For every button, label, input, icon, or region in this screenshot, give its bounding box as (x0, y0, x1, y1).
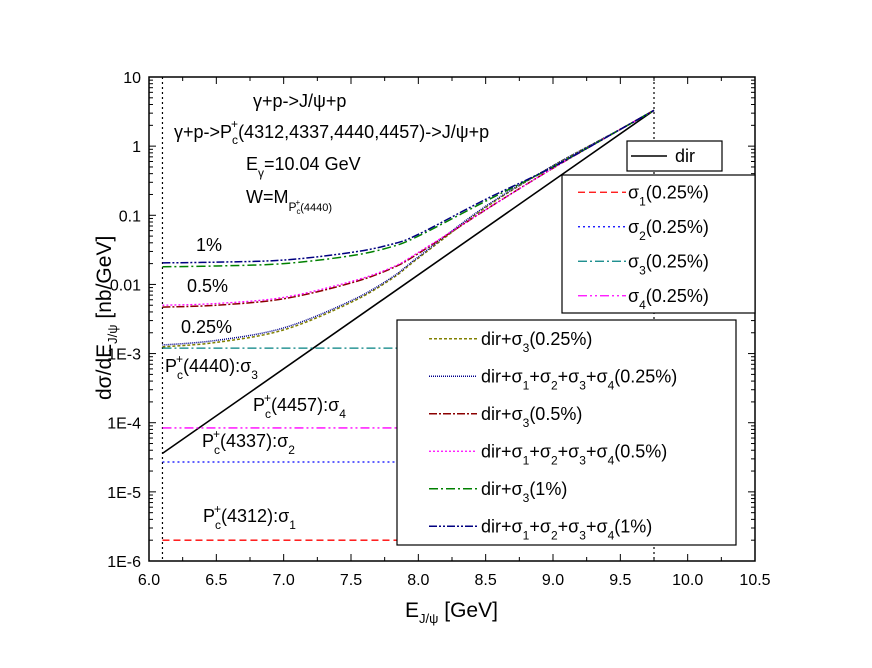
legend-sigma: σ1(0.25%) σ2(0.25%) σ3(0.25%) σ4(0.25%) (561, 174, 756, 314)
label-0.25-percent: 0.25% (181, 317, 232, 337)
legend-combined: dir+σ3(0.25%) dir+σ1+σ2+σ3+σ4(0.25%) dir+σ… (396, 319, 737, 546)
y-tick-label: 1 (132, 139, 141, 156)
tick-labels: 6.0 6.5 7.0 7.5 8.0 8.5 9.0 9.5 10.0 10.5 10 1 0.1 0.… (107, 70, 770, 589)
legend-label-sigma2: σ2(0.25%) (628, 217, 709, 243)
series-line-dir+all-025 (162, 109, 655, 346)
x-tick-label: 6.5 (205, 572, 227, 589)
label-pc4440-sigma3: Pc+(4440):σ3 (165, 352, 258, 382)
legend-label-dir+all-025: dir+σ1+σ2+σ3+σ4(0.25%) (481, 366, 677, 392)
label-pc4457-sigma4: Pc+(4457):σ4 (253, 391, 346, 421)
y-tick-label: 0.01 (110, 277, 141, 294)
x-tick-label: 8.5 (475, 572, 497, 589)
legend-dir: dir (626, 140, 723, 172)
legend-label-sigma4: σ4(0.25%) (628, 286, 709, 312)
y-tick-label: 1E-4 (107, 416, 141, 433)
label-1-percent: 1% (196, 235, 222, 255)
x-tick-label: 9.0 (542, 572, 564, 589)
legend-label-dir: dir (675, 146, 695, 166)
y-tick-label: 1E-5 (107, 485, 141, 502)
legend-label-dir+all-1: dir+σ1+σ2+σ3+σ4(1%) (481, 516, 652, 542)
annotation-photon-energy: Eγ=10.04 GeV (246, 154, 361, 180)
legend-label-dir+s3-1: dir+σ3(1%) (481, 479, 567, 505)
legends: dir σ1(0.25%) σ2(0.25%) σ3(0.25%) σ4(0.25%) d… (396, 140, 756, 546)
legend-label-dir+s3-025: dir+σ3(0.25%) (481, 329, 592, 355)
legend-label-sigma1: σ1(0.25%) (628, 182, 709, 208)
series-line-dir (162, 109, 655, 455)
legend-combined-box (396, 319, 737, 546)
x-tick-label: 9.5 (609, 572, 631, 589)
legend-label-dir+s3-05: dir+σ3(0.5%) (481, 404, 582, 430)
y-axis-label: dσ/dEJ/ψ [nb/GeV] (93, 236, 120, 400)
x-tick-label: 6.0 (138, 572, 160, 589)
series-line-dir+all-1 (162, 109, 655, 264)
x-tick-label: 8.0 (407, 572, 429, 589)
label-pc4312-sigma1: Pc+(4312):σ1 (203, 502, 296, 532)
series-group (162, 109, 655, 541)
y-tick-label: 1E-6 (107, 554, 141, 571)
legend-label-sigma3: σ3(0.25%) (628, 251, 709, 277)
x-tick-label: 10.0 (672, 572, 703, 589)
annotation-reaction-1: γ+p->J/ψ+p (253, 91, 346, 111)
legend-label-dir+all-05: dir+σ1+σ2+σ3+σ4(0.5%) (481, 441, 667, 467)
y-tick-label: 0.1 (119, 208, 141, 225)
annotation-w-mass: W=MPc+(4440) (246, 187, 332, 216)
x-tick-label: 10.5 (739, 572, 770, 589)
label-0.5-percent: 0.5% (187, 276, 228, 296)
y-tick-label: 10 (123, 70, 141, 87)
label-pc4337-sigma2: Pc+(4337):σ2 (202, 427, 295, 457)
x-tick-label: 7.0 (273, 572, 295, 589)
legend-sigma-box (561, 174, 756, 314)
x-axis-label: EJ/ψ [GeV] (405, 599, 498, 626)
y-tick-label: 1E-3 (107, 347, 141, 364)
annotation-reaction-2: γ+p->Pc+(4312,4337,4440,4457)->J/ψ+p (174, 117, 489, 147)
x-tick-label: 7.5 (340, 572, 362, 589)
